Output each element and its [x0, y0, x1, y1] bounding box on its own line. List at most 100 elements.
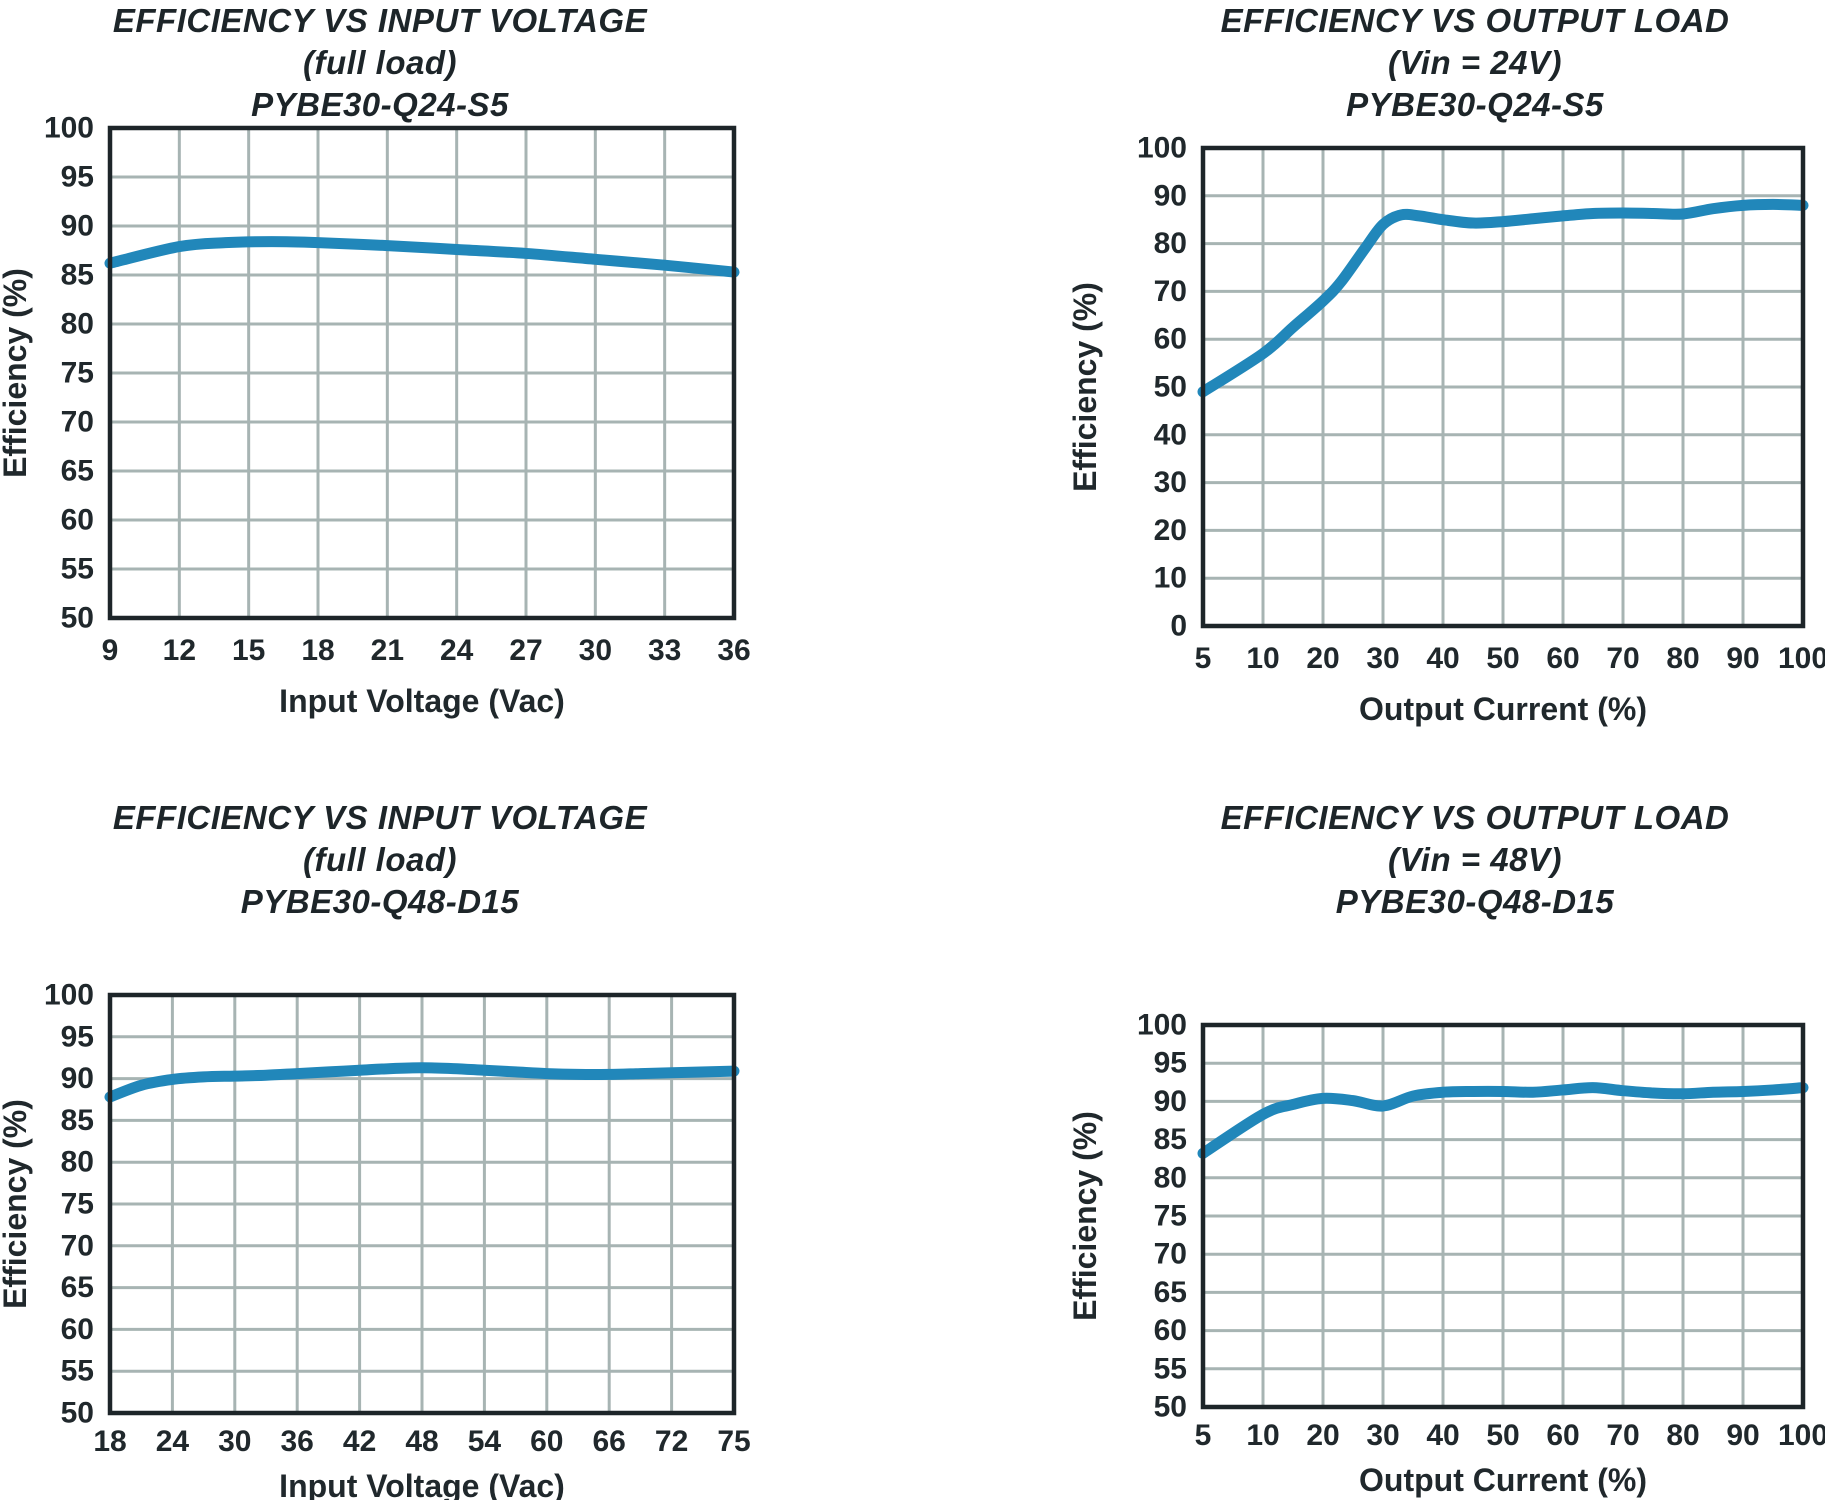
y-tick-label: 55	[1154, 1352, 1187, 1385]
x-tick-label: 36	[717, 634, 750, 667]
x-tick-label: 70	[1606, 642, 1639, 675]
x-tick-label: 21	[371, 634, 404, 667]
x-tick-label: 36	[281, 1425, 314, 1458]
y-tick-label: 50	[1154, 1391, 1187, 1424]
y-tick-labels: 50 55 60 65 70 75 80 85 90 95 100	[44, 112, 94, 635]
efficiency-curve	[1197, 198, 1809, 398]
title-line-1: EFFICIENCY VS INPUT VOLTAGE	[112, 799, 648, 836]
y-tick-label: 85	[61, 1104, 94, 1137]
y-tick-label: 100	[44, 979, 94, 1012]
title-line-1: EFFICIENCY VS INPUT VOLTAGE	[112, 2, 648, 39]
x-tick-label: 100	[1778, 642, 1825, 675]
x-axis-label: Output Current (%)	[1359, 1462, 1647, 1498]
x-tick-label: 10	[1246, 642, 1279, 675]
y-tick-label: 30	[1154, 466, 1187, 499]
y-tick-label: 75	[61, 357, 94, 390]
y-tick-label: 80	[1154, 227, 1187, 260]
y-tick-label: 40	[1154, 418, 1187, 451]
y-tick-label: 80	[61, 308, 94, 341]
x-tick-label: 50	[1486, 642, 1519, 675]
chart-title-bottom-left: EFFICIENCY VS INPUT VOLTAGE (full load) …	[55, 797, 705, 923]
efficiency-curve	[104, 236, 740, 278]
y-tick-label: 90	[61, 210, 94, 243]
x-tick-label: 30	[579, 634, 612, 667]
x-tick-label: 18	[301, 634, 334, 667]
y-tick-label: 70	[61, 406, 94, 439]
x-tick-label: 48	[405, 1425, 438, 1458]
x-tick-label: 20	[1306, 642, 1339, 675]
x-tick-label: 100	[1778, 1419, 1825, 1452]
y-tick-label: 50	[61, 1397, 94, 1430]
x-tick-label: 66	[593, 1425, 626, 1458]
x-tick-labels: 5 10 20 30 40 50 60 70 80 90 100	[1195, 642, 1825, 675]
x-tick-label: 30	[1366, 1419, 1399, 1452]
x-tick-label: 80	[1666, 1419, 1699, 1452]
title-line-2: (full load)	[303, 841, 457, 878]
y-tick-label: 85	[1154, 1123, 1187, 1156]
y-tick-label: 70	[1154, 275, 1187, 308]
x-tick-label: 50	[1486, 1419, 1519, 1452]
x-tick-label: 54	[468, 1425, 502, 1458]
y-tick-label: 10	[1154, 562, 1187, 595]
y-tick-label: 75	[1154, 1200, 1187, 1233]
y-tick-label: 0	[1170, 610, 1187, 643]
y-tick-label: 65	[61, 1271, 94, 1304]
x-tick-label: 60	[1546, 642, 1579, 675]
x-tick-label: 24	[156, 1425, 190, 1458]
x-tick-label: 30	[1366, 642, 1399, 675]
x-tick-label: 20	[1306, 1419, 1339, 1452]
y-tick-labels: 50 55 60 65 70 75 80 85 90 95 100	[1137, 1009, 1187, 1424]
efficiency-curve	[1197, 1082, 1809, 1159]
chart-title-top-left: EFFICIENCY VS INPUT VOLTAGE (full load) …	[55, 0, 705, 126]
y-tick-label: 95	[61, 161, 94, 194]
y-tick-label: 65	[61, 455, 94, 488]
y-tick-label: 55	[61, 1355, 94, 1388]
x-tick-labels: 5 10 20 30 40 50 60 70 80 90 100	[1195, 1419, 1825, 1452]
y-tick-label: 20	[1154, 514, 1187, 547]
y-axis-label: Efficiency (%)	[1067, 282, 1103, 492]
y-tick-label: 95	[1154, 1047, 1187, 1080]
x-tick-label: 75	[717, 1425, 750, 1458]
title-line-3: PYBE30-Q48-D15	[1335, 883, 1615, 920]
y-tick-label: 100	[1137, 1009, 1187, 1042]
y-tick-label: 70	[1154, 1238, 1187, 1271]
gridlines	[1203, 148, 1803, 626]
x-tick-label: 5	[1195, 1419, 1212, 1452]
y-tick-label: 60	[61, 1313, 94, 1346]
x-tick-labels: 18 24 30 36 42 48 54 60 66 72 75	[93, 1425, 750, 1458]
x-tick-label: 90	[1726, 1419, 1759, 1452]
y-tick-label: 75	[61, 1188, 94, 1221]
title-line-2: (Vin = 48V)	[1388, 841, 1562, 878]
x-tick-label: 60	[530, 1425, 563, 1458]
chart-2: 50 55 60 65 70 75 80 85 90 95 100 18 24 30 36 42 48 54 60 6…	[0, 979, 751, 1500]
x-tick-label: 70	[1606, 1419, 1639, 1452]
x-axis-label: Input Voltage (Vac)	[279, 1468, 565, 1500]
plot-frame	[107, 125, 737, 621]
y-tick-label: 50	[1154, 371, 1187, 404]
chart-title-bottom-right: EFFICIENCY VS OUTPUT LOAD (Vin = 48V) PY…	[1140, 797, 1810, 923]
title-line-3: PYBE30-Q24-S5	[251, 86, 509, 123]
x-tick-label: 33	[648, 634, 681, 667]
gridlines	[1203, 1025, 1803, 1407]
plot-frame	[1200, 145, 1806, 629]
chart-1: 0 10 20 30 40 50 60 70 80 90 100 5 10 20 30 40 50 60 70 80 9…	[1067, 132, 1825, 728]
x-tick-label: 18	[93, 1425, 126, 1458]
title-line-1: EFFICIENCY VS OUTPUT LOAD	[1220, 799, 1730, 836]
chart-3: 50 55 60 65 70 75 80 85 90 95 100 5 10 20 30 40 50 60 70 80…	[1067, 1009, 1825, 1499]
x-tick-labels: 9 12 15 18 21 24 27 30 33 36	[102, 634, 751, 667]
x-tick-label: 15	[232, 634, 265, 667]
x-axis-label: Input Voltage (Vac)	[279, 683, 565, 719]
chart-title-top-right: EFFICIENCY VS OUTPUT LOAD (Vin = 24V) PY…	[1140, 0, 1810, 126]
x-tick-label: 80	[1666, 642, 1699, 675]
y-axis-label: Efficiency (%)	[0, 1099, 33, 1309]
y-tick-labels: 0 10 20 30 40 50 60 70 80 90 100	[1137, 132, 1187, 643]
y-axis-label: Efficiency (%)	[0, 268, 33, 478]
title-line-1: EFFICIENCY VS OUTPUT LOAD	[1220, 2, 1730, 39]
y-axis-label: Efficiency (%)	[1067, 1111, 1103, 1321]
title-line-3: PYBE30-Q24-S5	[1346, 86, 1604, 123]
gridlines	[110, 128, 734, 618]
title-line-2: (Vin = 24V)	[1388, 44, 1562, 81]
y-tick-label: 100	[1137, 132, 1187, 165]
